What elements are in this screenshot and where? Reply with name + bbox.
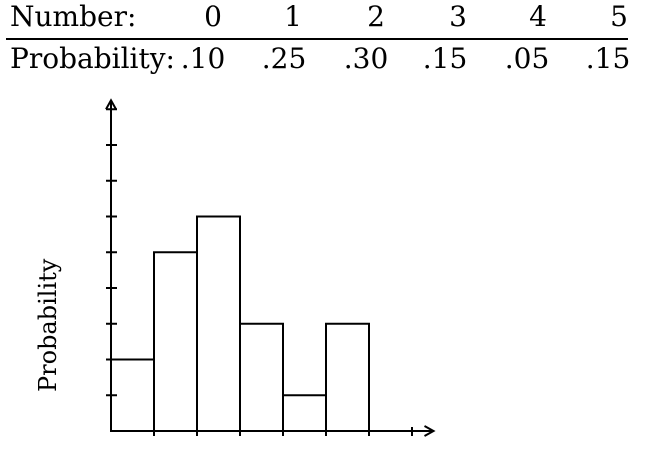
- y-axis-label: Probability: [34, 258, 62, 392]
- probability-cell: .30: [343, 42, 389, 75]
- number-cell: 2: [367, 0, 385, 33]
- histogram-bar: [282, 394, 327, 432]
- histogram-bar: [325, 322, 370, 432]
- number-row-label: Number:: [10, 0, 137, 33]
- number-cell: 0: [204, 0, 222, 33]
- probability-cell: .15: [422, 42, 468, 75]
- number-cell: 3: [449, 0, 467, 33]
- histogram-bar: [110, 358, 155, 432]
- probability-cell: .15: [585, 42, 631, 75]
- histogram-bar: [239, 322, 284, 432]
- probability-row: Probability: .10 .25 .30 .15 .05 .15: [0, 42, 640, 76]
- probability-cell: .25: [261, 42, 307, 75]
- number-row: Number: 0 1 2 3 4 5: [0, 0, 640, 34]
- probability-cell: .05: [504, 42, 550, 75]
- histogram-bar: [153, 251, 198, 432]
- x-axis-arrow-icon: [424, 425, 436, 437]
- number-cell: 1: [284, 0, 302, 33]
- histogram-bar: [196, 215, 241, 432]
- probability-cell: .10: [180, 42, 226, 75]
- table-divider: [6, 38, 628, 40]
- probability-row-label: Probability:: [10, 42, 175, 75]
- number-cell: 4: [529, 0, 547, 33]
- y-axis-arrow-icon: [105, 98, 117, 110]
- number-cell: 5: [610, 0, 628, 33]
